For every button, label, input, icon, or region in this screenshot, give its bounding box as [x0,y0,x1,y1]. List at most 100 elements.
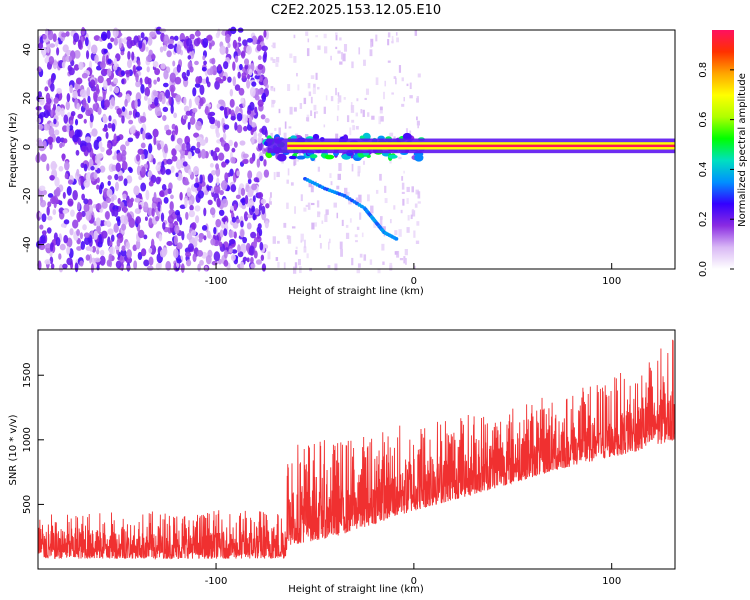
spectrogram-cell [303,97,307,105]
spectrogram-cell [137,148,144,155]
spectrogram-cell [148,217,153,226]
spectrogram-cell [398,156,402,160]
spectrogram-cell [328,241,330,250]
spectrogram-cell [50,74,55,84]
spectrogram-cell [306,253,309,259]
spectrogram-cell [222,132,227,141]
spectrogram-cell [155,26,163,35]
spectrogram-cell [86,142,92,153]
spectrogram-cell [76,229,80,237]
spectrogram-cell [235,194,241,200]
spectrogram-cell [129,126,136,134]
spectrogram-cell [189,33,195,40]
spectrogram-cell [244,64,249,70]
spectrogram-cell [67,179,74,185]
spectrogram-cell [47,136,54,144]
spectrogram-cell [336,185,340,190]
y-tick-label: 1000 [22,427,33,452]
spectrogram-cell [242,236,248,244]
spectrogram-cell [203,207,207,217]
spectrogram-cell [166,158,173,165]
spectrogram-cell [262,53,267,63]
spectrogram-cell [319,234,322,238]
colorbar-tick-label: 0.2 [698,211,709,227]
spectrogram-cell [263,159,267,167]
spectrogram-cell [111,164,117,172]
spectrogram-cell [349,127,352,136]
spectrogram-cell [185,211,189,220]
spectrogram-cell [96,225,102,234]
spectrogram-cell [313,104,317,111]
colorbar: 0.0 0.2 0.4 0.6 0.8 Normalized spectral ampl… [698,30,748,277]
spectrogram-cell [401,77,404,82]
spectrogram-cell [357,171,360,177]
spectrogram-cell [190,145,196,151]
spectrogram-cell [265,203,270,209]
spectrogram-cell [176,137,183,145]
spectrogram-cell [159,46,164,53]
spectrogram-cell [137,251,143,261]
spectrogram-cell [203,235,207,241]
spectrogram-cell [295,250,298,255]
spectrogram-cell [199,259,204,266]
spectrogram-cell [135,239,141,250]
spectrogram-cell [219,45,226,55]
spectrogram-cell [207,173,214,183]
spectrogram-cell [375,77,379,86]
spectrogram-cell [384,198,388,204]
spectrogram-cell [359,253,363,258]
spectrogram-cell [187,121,191,130]
spectrogram-cell [307,38,310,43]
spectrogram-cell [76,168,80,177]
spectrogram-cell [293,161,296,167]
spectrogram-cell [167,215,174,224]
spectrogram-cell [191,112,195,119]
spectrogram-cell [227,42,231,49]
spectrogram-cell [323,124,326,128]
spectrogram-cell [319,242,322,249]
spectrogram-cell [40,46,47,56]
spectrogram-cell [286,202,289,209]
spectrogram-cell [414,203,418,208]
y-tick-label: 500 [22,495,33,514]
y-tick-label: 0 [22,144,33,150]
spectrogram-cells [35,26,675,274]
spectrogram-cell [65,31,70,37]
spectrogram-cell [140,248,147,257]
spectrogram-cell [179,204,186,210]
spectrogram-cell [48,55,55,65]
spectrogram-cell [209,163,214,168]
spectrogram-cell [175,172,179,178]
spectrogram-cell [93,230,98,240]
spectrogram-cell [174,144,181,152]
spectrogram-x-label: Height of straight line (km) [288,286,424,297]
spectrogram-cell [61,61,66,69]
spectrogram-cell [309,267,312,272]
spectrogram-cell [194,60,199,66]
spectrogram-cell [147,134,153,140]
spectrogram-cell [189,204,194,211]
spectrogram-cell [140,142,146,149]
spectrogram-cell [251,35,258,45]
spectrogram-cell [159,249,167,258]
spectrogram-cell [299,103,303,109]
spectrogram-cell [308,91,312,97]
spectrogram-cell [72,134,79,143]
spectrogram-cell [259,241,264,251]
spectrogram-cell [147,170,153,177]
spectrogram-cell [278,108,281,114]
spectrogram-cell [151,207,155,218]
spectrogram-cell [383,91,385,100]
spectrogram-cell [152,61,159,68]
spectrogram-cell [356,98,359,102]
spectrogram-cell [246,222,252,230]
spectrogram-cell [102,127,108,132]
spectrogram-cell [46,206,50,216]
spectrogram-cell [248,116,253,126]
spectrogram-cell [218,241,223,248]
spectrogram-cell [416,120,420,126]
spectrogram-cell [210,187,215,193]
spectrogram-cell [358,194,362,203]
spectrogram-cell [263,30,267,38]
spectrogram-cell [253,250,258,259]
